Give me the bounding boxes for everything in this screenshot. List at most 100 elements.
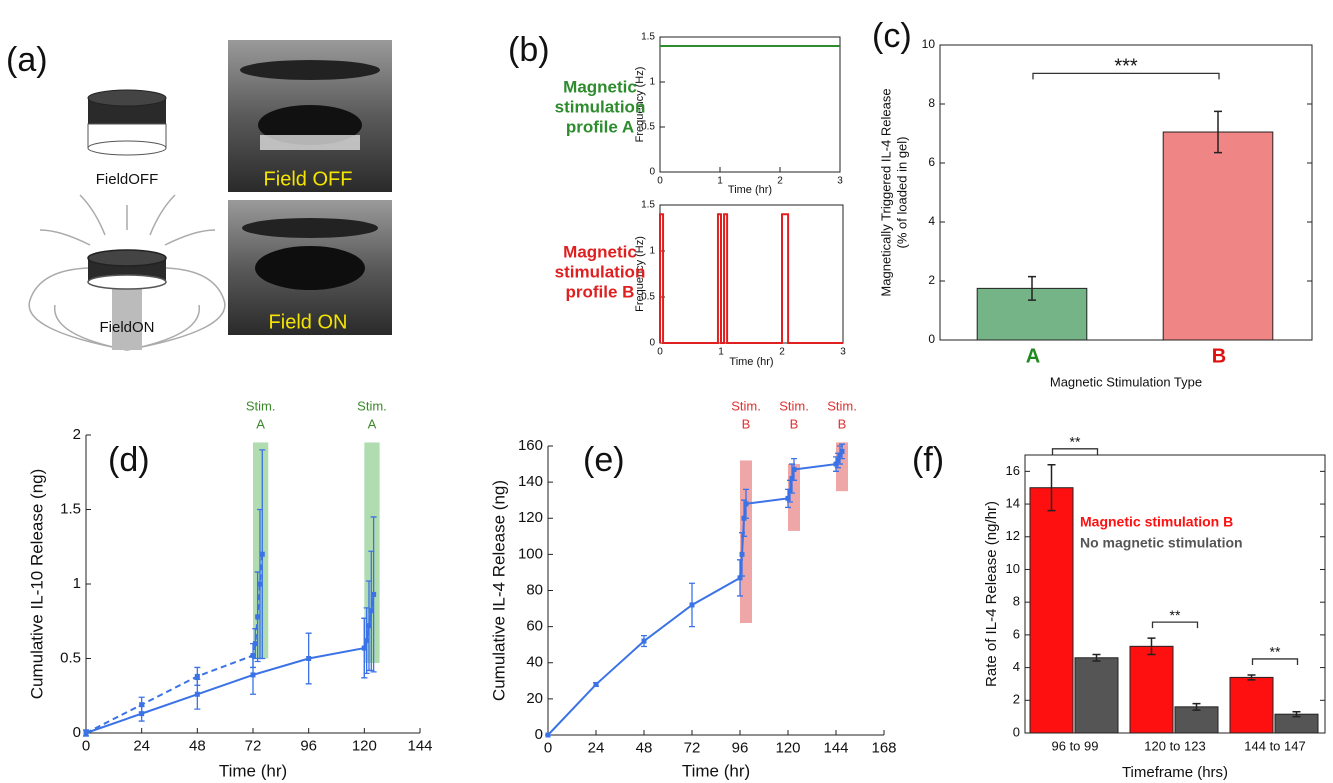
y-tick-label: 6	[928, 155, 935, 169]
panel-label: (d)	[108, 441, 150, 479]
side-label: stimulation	[555, 262, 646, 281]
x-tick-label: 24	[133, 737, 150, 754]
x-tick-label: 72	[684, 739, 701, 756]
marker	[593, 681, 599, 687]
significance-bracket	[1251, 658, 1299, 665]
bar	[1174, 706, 1219, 734]
x-tick-label: 3	[840, 347, 846, 358]
y-tick-label: 8	[1013, 594, 1020, 609]
series-line	[85, 647, 365, 734]
marker	[837, 452, 843, 458]
y-axis-label: Frequency (Hz)	[634, 67, 646, 143]
x-tick-label: 1	[718, 347, 724, 358]
y-tick-label: 10	[922, 37, 936, 51]
y-tick-label: 0	[1013, 724, 1020, 739]
x-tick-label: 0	[544, 739, 552, 756]
x-tick-label: B	[1212, 345, 1226, 367]
y-tick-label: 1	[73, 575, 81, 592]
error-bar	[1214, 110, 1222, 154]
y-tick-label: 4	[928, 214, 935, 228]
y-tick-label: 1	[649, 77, 655, 88]
marker	[743, 501, 749, 507]
marker	[361, 645, 367, 651]
stim-label: Stim.	[357, 398, 387, 413]
x-tick-label: 2	[779, 347, 785, 358]
y-tick-label: 8	[928, 96, 935, 110]
marker	[259, 551, 265, 557]
marker	[139, 702, 145, 708]
marker	[252, 641, 258, 647]
marker	[641, 638, 647, 644]
marker	[737, 575, 743, 581]
photo-off	[228, 40, 392, 192]
stim-label: A	[256, 416, 265, 431]
marker	[366, 623, 372, 629]
x-tick-label: 2	[777, 176, 783, 187]
panel-label: (f)	[912, 441, 944, 479]
photo-label: Field ON	[269, 311, 348, 333]
y-tick-label: 60	[526, 618, 543, 635]
y-tick-label: 160	[518, 437, 543, 454]
x-tick-label: 3	[837, 176, 843, 187]
y-tick-label: 6	[1013, 626, 1020, 641]
marker	[139, 711, 145, 717]
y-tick-label: 140	[518, 473, 543, 490]
y-axis-label: Rate of IL-4 Release (ng/hr)	[983, 501, 1000, 687]
x-tick-label: 96	[732, 739, 749, 756]
x-axis-label: Time (hr)	[729, 356, 773, 368]
y-tick-label: 1.5	[60, 500, 81, 517]
legend-entry: No magnetic stimulation	[1080, 535, 1243, 551]
stim-label: Stim.	[246, 398, 276, 413]
marker	[789, 476, 795, 482]
stim-label: Stim.	[827, 398, 857, 413]
marker	[83, 730, 89, 736]
marker	[835, 457, 841, 463]
y-axis-label: Cumulative IL-10 Release (ng)	[27, 469, 46, 700]
x-tick-label: 0	[657, 347, 663, 358]
bar	[1229, 676, 1274, 734]
x-tick-label: 0	[82, 737, 90, 754]
error-bar	[1247, 674, 1256, 681]
y-tick-label: 0	[649, 167, 655, 178]
x-tick-label: 168	[871, 739, 896, 756]
x-tick-label: 120	[352, 737, 377, 754]
y-tick-label: 0.5	[60, 649, 81, 666]
marker	[250, 653, 256, 659]
y-tick-label: 4	[1013, 659, 1020, 674]
panel-label: (b)	[508, 31, 550, 69]
y-tick-label: 0	[928, 332, 935, 346]
panel-label: (e)	[583, 441, 625, 479]
plot-frame	[659, 36, 841, 173]
x-tick-label: 1	[717, 176, 723, 187]
error-bar	[1028, 275, 1036, 301]
y-tick-label: 12	[1006, 528, 1020, 543]
x-axis-label: Timeframe (hrs)	[1122, 764, 1228, 781]
x-tick-label: 48	[189, 737, 206, 754]
y-tick-label: 0	[73, 724, 81, 741]
x-axis-label: Magnetic Stimulation Type	[1050, 374, 1202, 389]
y-tick-label: 2	[73, 426, 81, 443]
y-tick-label: 2	[1013, 692, 1020, 707]
bar	[1029, 487, 1074, 734]
y-tick-label: 10	[1006, 561, 1020, 576]
marker	[250, 672, 256, 678]
x-axis-label: Time (hr)	[728, 184, 772, 196]
marker	[791, 466, 797, 472]
bar	[1162, 131, 1274, 341]
x-tick-label: 96	[300, 737, 317, 754]
marker	[839, 448, 845, 454]
y-tick-label: 0.5	[641, 292, 655, 303]
marker	[194, 673, 200, 679]
y-axis-label: (% of loaded in gel)	[894, 136, 909, 248]
marker	[833, 461, 839, 467]
plot-frame	[939, 44, 1313, 341]
side-label: profile B	[566, 282, 635, 301]
marker	[739, 551, 745, 557]
stim-label: A	[368, 416, 377, 431]
error-bar	[1092, 653, 1101, 662]
stim-label: Stim.	[779, 398, 809, 413]
marker	[364, 638, 370, 644]
x-tick-label: 96 to 99	[1052, 738, 1099, 753]
significance-label: **	[1070, 434, 1081, 450]
